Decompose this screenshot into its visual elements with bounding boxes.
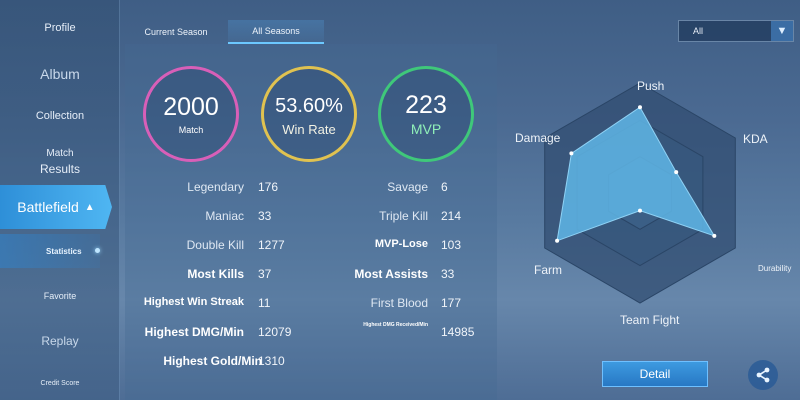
tab-current-season[interactable]: Current Season [144, 27, 208, 37]
stat-value-most-assists: 33 [441, 267, 455, 281]
radar-point-durability [712, 233, 717, 238]
dropdown-value: All [693, 26, 704, 36]
stat-value-highest-win-streak: 11 [258, 296, 271, 310]
radar-label-kda: KDA [743, 132, 768, 146]
stat-label-highest-win-streak: Highest Win Streak [143, 296, 244, 308]
sidebar-item-favorite[interactable]: Favorite [43, 291, 77, 301]
sidebar: Profile Album Collection Match Results B… [0, 0, 120, 400]
radar-label-damage: Damage [515, 131, 561, 145]
stat-label-first-blood: First Blood [370, 296, 428, 310]
mvp-circle: 223 MVP [378, 66, 474, 162]
share-icon [756, 367, 770, 383]
stat-label-highest-dmg-min: Highest DMG/Min [144, 325, 244, 339]
radar-point-damage [569, 151, 574, 156]
sidebar-item-album[interactable]: Album [40, 66, 80, 82]
stat-value-savage: 6 [441, 180, 448, 194]
stat-label-triple-kill: Triple Kill [379, 209, 428, 223]
win-rate-value: 53.60% [275, 94, 343, 117]
sidebar-item-credit-score[interactable]: Credit Score [40, 380, 80, 387]
match-count-value: 2000 [163, 93, 219, 121]
stat-value-first-blood: 177 [441, 296, 462, 310]
sidebar-item-match-results[interactable]: Match Results [0, 148, 120, 176]
stat-value-most-kills: 37 [258, 267, 272, 281]
stat-value-highest-dmg-min: 12079 [258, 325, 292, 339]
win-rate-circle: 53.60% Win Rate [261, 66, 357, 162]
radar-label-farm: Farm [534, 263, 562, 277]
stat-label-most-assists: Most Assists [354, 267, 428, 281]
stat-label-legendary: Legendary [187, 180, 244, 194]
stat-label-double-kill: Double Kill [186, 238, 244, 252]
radar-label-team-fight: Team Fight [620, 313, 680, 327]
selected-dot-icon [95, 248, 100, 253]
sidebar-item-profile[interactable]: Profile [44, 22, 76, 34]
match-results-line1: Match [46, 148, 74, 159]
sidebar-item-battlefield[interactable]: Battlefield ▲ [0, 185, 112, 229]
match-count-label: Match [178, 125, 204, 135]
statistics-label: Statistics [46, 246, 82, 256]
stat-label-highest-gold-min: Highest Gold/Min [163, 354, 262, 368]
chevron-up-icon: ▲ [84, 201, 95, 213]
stat-value-mvp-lose: 103 [441, 238, 462, 252]
sidebar-item-collection[interactable]: Collection [35, 110, 85, 122]
radar-point-kda [674, 170, 679, 175]
performance-radar-chart [544, 82, 736, 304]
stat-label-highest-dmg-received-min: Highest DMG Received/Min [363, 322, 428, 328]
match-results-line2: Results [39, 162, 80, 176]
stat-label-most-kills: Most Kills [187, 267, 244, 281]
sidebar-item-replay[interactable]: Replay [41, 334, 79, 348]
stat-value-highest-dmg-received-min: 14985 [441, 325, 475, 339]
season-filter-dropdown[interactable]: All ▼ [678, 20, 794, 42]
tab-all-seasons[interactable]: All Seasons [228, 20, 324, 44]
radar-label-push: Push [637, 79, 665, 93]
chevron-down-icon[interactable]: ▼ [771, 21, 793, 41]
radar-point-farm [555, 238, 560, 243]
mvp-label: MVP [410, 121, 442, 137]
detail-button[interactable]: Detail [602, 361, 708, 387]
battlefield-label: Battlefield [17, 199, 79, 215]
radar-label-durability: Durability [758, 264, 792, 273]
share-button[interactable] [748, 360, 778, 390]
radar-points [555, 105, 717, 243]
radar-point-push [638, 105, 642, 110]
stat-label-maniac: Maniac [205, 209, 244, 223]
mvp-value: 223 [405, 91, 447, 119]
sidebar-item-statistics[interactable]: Statistics [0, 234, 100, 268]
match-count-circle: 2000 Match [143, 66, 239, 162]
stat-label-savage: Savage [387, 180, 428, 194]
stat-value-highest-gold-min: 1310 [258, 354, 285, 368]
win-rate-label: Win Rate [282, 121, 336, 137]
radar-point-team-fight [638, 208, 642, 213]
stat-value-double-kill: 1277 [258, 238, 285, 252]
stat-value-legendary: 176 [258, 180, 279, 194]
stat-value-maniac: 33 [258, 209, 272, 223]
stat-label-mvp-lose: MVP-Lose [374, 238, 428, 250]
stat-value-triple-kill: 214 [441, 209, 462, 223]
